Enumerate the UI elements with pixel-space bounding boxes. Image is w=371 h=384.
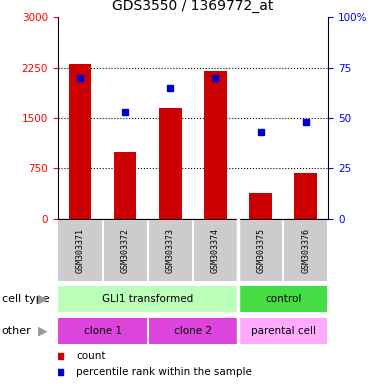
Bar [58, 318, 147, 344]
Text: GSM303375: GSM303375 [256, 228, 265, 273]
Bar [114, 152, 137, 219]
Text: control: control [265, 293, 301, 304]
Bar [159, 108, 182, 219]
Text: clone 2: clone 2 [174, 326, 212, 336]
Text: GLI1 transformed: GLI1 transformed [102, 293, 193, 304]
Text: GSM303373: GSM303373 [166, 228, 175, 273]
Text: ▶: ▶ [38, 325, 47, 338]
Text: GSM303371: GSM303371 [76, 228, 85, 273]
Bar [295, 173, 317, 219]
Text: GSM303372: GSM303372 [121, 228, 130, 273]
Bar [69, 65, 91, 219]
Bar [204, 71, 227, 219]
Bar [239, 220, 282, 281]
Bar [58, 220, 102, 281]
Text: clone 1: clone 1 [83, 326, 122, 336]
Bar [239, 318, 328, 344]
Bar [149, 220, 192, 281]
Title: GDS3550 / 1369772_at: GDS3550 / 1369772_at [112, 0, 273, 13]
Bar [284, 220, 328, 281]
Text: ▶: ▶ [38, 292, 47, 305]
Bar [239, 286, 328, 311]
Bar [104, 220, 147, 281]
Bar [149, 318, 237, 344]
Text: other: other [2, 326, 32, 336]
Bar [249, 194, 272, 219]
Text: cell type: cell type [2, 293, 49, 304]
Bar [58, 286, 237, 311]
Text: count: count [76, 351, 106, 361]
Text: GSM303374: GSM303374 [211, 228, 220, 273]
Text: GSM303376: GSM303376 [301, 228, 310, 273]
Bar [194, 220, 237, 281]
Text: parental cell: parental cell [251, 326, 316, 336]
Text: percentile rank within the sample: percentile rank within the sample [76, 367, 252, 377]
